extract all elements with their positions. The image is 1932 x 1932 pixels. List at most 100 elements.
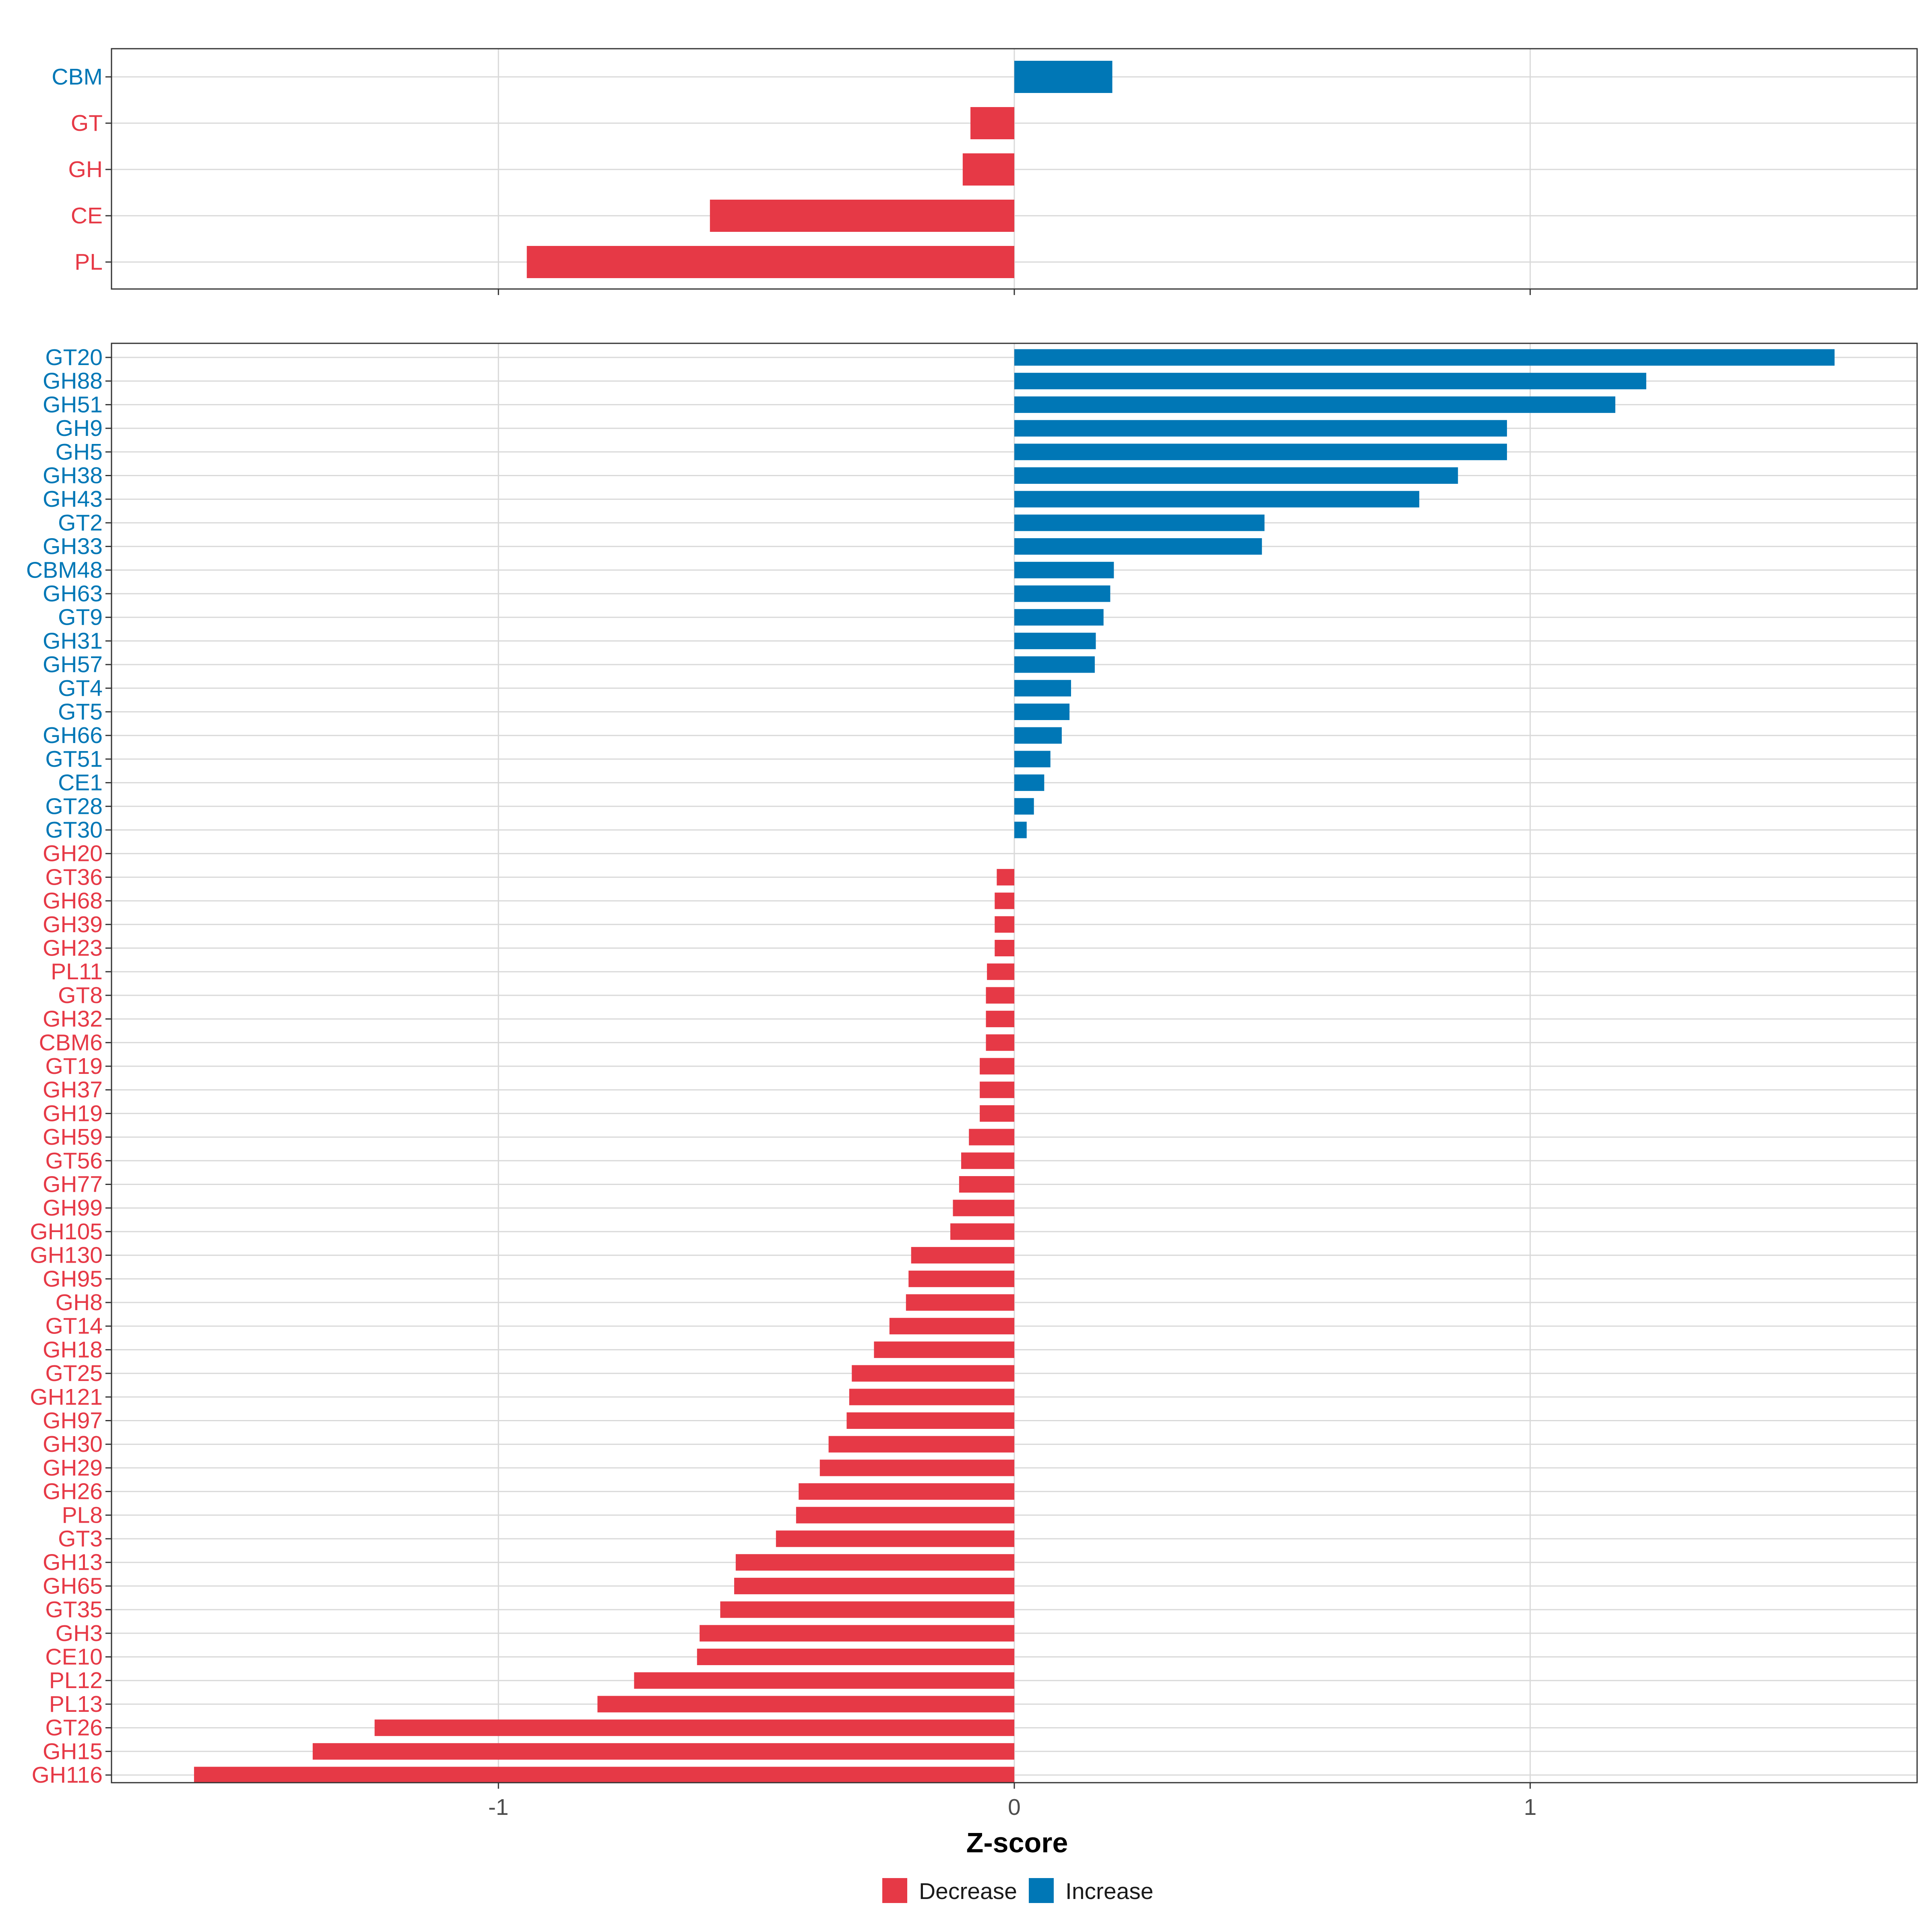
y-label-gh26: GH26 xyxy=(43,1479,103,1505)
y-label-gh130: GH130 xyxy=(30,1243,103,1268)
y-label-gh5: GH5 xyxy=(56,439,103,465)
bar-gt25 xyxy=(852,1365,1014,1382)
y-label-gh121: GH121 xyxy=(30,1384,103,1410)
bar-gt20 xyxy=(1014,349,1835,366)
bottom-panel-border xyxy=(111,343,1918,1783)
y-label-gt4: GT4 xyxy=(58,675,103,701)
bar-cbm xyxy=(1014,61,1113,93)
y-label-gh31: GH31 xyxy=(43,628,103,654)
top-panel-y-labels: CBM GT GH CE PL xyxy=(52,64,111,275)
y-label-gh63: GH63 xyxy=(43,581,103,607)
bar-gh26 xyxy=(799,1483,1014,1500)
y-label-gh38: GH38 xyxy=(43,463,103,489)
bar-gh95 xyxy=(908,1270,1014,1287)
bar-gh3 xyxy=(700,1625,1014,1642)
bar-gh5 xyxy=(1014,444,1507,460)
bar-gt9 xyxy=(1014,609,1104,626)
y-label-gt26: GT26 xyxy=(45,1715,103,1741)
legend-swatch-decrease xyxy=(882,1878,907,1903)
y-label-gh77: GH77 xyxy=(43,1172,103,1197)
bar-cbm48 xyxy=(1014,561,1114,578)
y-label-gh65: GH65 xyxy=(43,1573,103,1599)
y-label-gt20: GT20 xyxy=(45,345,103,370)
y-label-gh13: GH13 xyxy=(43,1550,103,1575)
bar-gh105 xyxy=(950,1223,1014,1240)
x-axis-title: Z-score xyxy=(966,1827,1068,1858)
bar-gt36 xyxy=(997,869,1014,886)
y-label-gh3: GH3 xyxy=(56,1620,103,1646)
y-label-gh32: GH32 xyxy=(43,1006,103,1032)
y-label-gt8: GT8 xyxy=(58,983,103,1008)
y-label-gh116: GH116 xyxy=(32,1762,103,1788)
y-label-gt3: GT3 xyxy=(58,1526,103,1552)
y-label-gh29: GH29 xyxy=(43,1455,103,1481)
bar-gh51 xyxy=(1014,396,1616,413)
bar-gh32 xyxy=(986,1011,1014,1028)
top-panel-bars xyxy=(526,61,1113,278)
bar-gh66 xyxy=(1014,727,1062,744)
y-label-gt35: GT35 xyxy=(45,1597,103,1622)
bar-gh8 xyxy=(906,1294,1014,1311)
y-label-ce1: CE1 xyxy=(58,770,103,796)
y-label-gh15: GH15 xyxy=(43,1738,103,1764)
bar-gh29 xyxy=(819,1459,1014,1476)
bar-gt xyxy=(970,107,1014,139)
bar-gh116 xyxy=(194,1767,1015,1783)
bar-gh13 xyxy=(735,1554,1014,1571)
bar-gt5 xyxy=(1014,704,1070,720)
bar-gt56 xyxy=(961,1152,1014,1169)
bar-gh37 xyxy=(980,1082,1014,1098)
bar-gh43 xyxy=(1014,491,1420,508)
y-label-gh39: GH39 xyxy=(43,912,103,937)
top-panel: CBM GT GH CE PL xyxy=(52,48,1918,295)
y-label-gh20: GH20 xyxy=(43,841,103,867)
bar-gh39 xyxy=(995,916,1014,933)
y-label-gh33: GH33 xyxy=(43,534,103,559)
bar-pl13 xyxy=(597,1696,1014,1713)
bar-gt30 xyxy=(1014,822,1027,838)
y-label-cbm48: CBM48 xyxy=(26,557,103,583)
bar-gh38 xyxy=(1014,467,1458,484)
y-label-gh66: GH66 xyxy=(43,722,103,748)
bar-gh59 xyxy=(969,1129,1014,1146)
y-label-gt9: GT9 xyxy=(58,605,103,630)
bar-pl12 xyxy=(634,1672,1014,1689)
y-label-gh97: GH97 xyxy=(43,1408,103,1434)
bottom-panel-bars xyxy=(194,349,1835,1783)
bar-gh31 xyxy=(1014,632,1096,649)
y-label-gt36: GT36 xyxy=(45,864,103,890)
bottom-panel-x-ticks xyxy=(497,1783,1531,1789)
y-label-gt: GT xyxy=(71,110,103,136)
y-label-pl8: PL8 xyxy=(62,1502,103,1528)
x-tick-label-0: 0 xyxy=(1008,1794,1021,1820)
y-label-gt25: GT25 xyxy=(45,1360,103,1386)
y-label-pl11: PL11 xyxy=(51,959,103,985)
legend-swatch-increase xyxy=(1029,1878,1054,1903)
bar-gt28 xyxy=(1014,798,1034,815)
x-tick-label--1: -1 xyxy=(488,1794,509,1820)
bottom-panel-x-tick-labels: -1 0 1 xyxy=(488,1794,1537,1820)
top-panel-border xyxy=(111,48,1918,290)
y-label-gh30: GH30 xyxy=(43,1431,103,1457)
y-label-gt51: GT51 xyxy=(45,746,103,772)
legend: Decrease Increase xyxy=(882,1878,1154,1904)
y-label-gh59: GH59 xyxy=(43,1124,103,1150)
bar-gh130 xyxy=(911,1247,1014,1264)
bar-gh63 xyxy=(1014,585,1110,602)
y-label-gt30: GT30 xyxy=(45,817,103,843)
bar-pl8 xyxy=(796,1507,1014,1523)
y-label-gh: GH xyxy=(68,157,103,182)
y-label-gh43: GH43 xyxy=(43,486,103,512)
bar-gt35 xyxy=(720,1601,1014,1618)
legend-label-decrease: Decrease xyxy=(919,1878,1017,1904)
top-panel-x-ticks xyxy=(497,289,1531,295)
y-label-gh23: GH23 xyxy=(43,935,103,961)
bar-gh23 xyxy=(995,940,1014,956)
bar-gh33 xyxy=(1014,538,1262,555)
y-label-gh9: GH9 xyxy=(56,415,103,441)
y-label-cbm: CBM xyxy=(52,64,103,90)
bar-gh15 xyxy=(312,1743,1014,1760)
bar-ce10 xyxy=(697,1649,1014,1665)
bar-gt26 xyxy=(374,1719,1014,1736)
